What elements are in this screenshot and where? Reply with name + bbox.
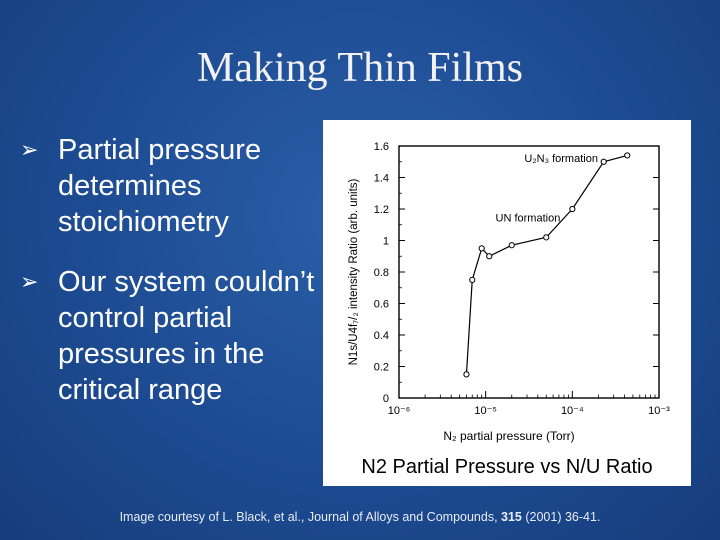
bullet-text: Our system couldn’t control partial pres… xyxy=(58,266,315,406)
chart-annotation: UN formation xyxy=(496,213,561,225)
data-point xyxy=(469,276,476,283)
y-tick-label: 0.2 xyxy=(374,362,389,374)
x-tick-label: 10⁻⁴ xyxy=(561,405,584,417)
arrow-bullet-icon: ➢ xyxy=(20,270,39,295)
credit-volume: 315 xyxy=(501,510,522,524)
image-credit: Image courtesy of L. Black, et al., Jour… xyxy=(0,510,720,524)
y-tick-label: 1.6 xyxy=(374,141,389,153)
y-tick-label: 1 xyxy=(383,236,389,248)
credit-prefix: Image courtesy of L. Black, et al., Jour… xyxy=(119,510,502,524)
data-point xyxy=(600,158,607,165)
y-axis-label: N1s/U4f₇/₂ intensity Ratio (arb. units) xyxy=(348,178,360,365)
series-line xyxy=(465,154,628,375)
y-tick-label: 0 xyxy=(383,393,389,405)
data-point xyxy=(624,152,631,159)
plot-frame xyxy=(398,145,660,399)
x-tick-label: 10⁻⁶ xyxy=(388,405,411,417)
arrow-bullet-icon: ➢ xyxy=(20,138,39,163)
slide-title: Making Thin Films xyxy=(197,45,523,91)
x-axis-label: N₂ partial pressure (Torr) xyxy=(443,429,574,443)
data-point xyxy=(543,234,550,241)
x-tick-label: 10⁻⁵ xyxy=(474,405,497,417)
bullet-list: ➢ Partial pressure determines stoichiome… xyxy=(20,132,330,432)
data-point xyxy=(508,242,515,249)
chart-panel: 0 0.2 0.4 0.6 0.8 1 1.2 1.4 1.6 10⁻⁶ 10⁻⁵ 10⁻⁴ 10⁻³ N… xyxy=(323,120,691,486)
x-tick-label: 10⁻³ xyxy=(648,405,670,417)
data-point xyxy=(478,245,485,252)
credit-suffix: (2001) 36-41. xyxy=(521,510,601,524)
y-tick-label: 0.4 xyxy=(374,330,389,342)
data-point xyxy=(486,253,493,260)
chart-svg: 0 0.2 0.4 0.6 0.8 1 1.2 1.4 1.6 10⁻⁶ 10⁻⁵ 10⁻⁴ 10⁻³ N… xyxy=(348,141,670,443)
bullet-text: Partial pressure determines stoichiometr… xyxy=(58,134,262,238)
chart-annotation: U₂N₃ formation xyxy=(524,153,598,165)
data-point xyxy=(569,205,576,213)
chart-caption: N2 Partial Pressure vs N/U Ratio xyxy=(361,456,653,478)
y-tick-label: 1.4 xyxy=(374,173,389,185)
bullet-item: ➢ Partial pressure determines stoichiome… xyxy=(20,132,330,240)
bullet-item: ➢ Our system couldn’t control partial pr… xyxy=(20,264,330,408)
y-tick-label: 0.6 xyxy=(374,299,389,311)
y-tick-label: 1.2 xyxy=(374,204,389,216)
y-tick-label: 0.8 xyxy=(374,267,389,279)
data-point xyxy=(463,371,470,378)
